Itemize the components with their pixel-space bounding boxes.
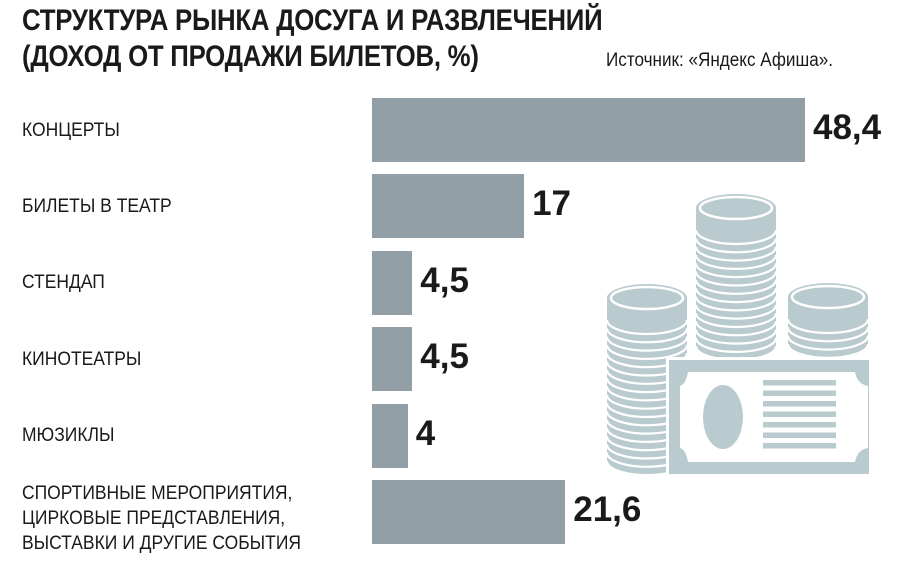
coin-stack-middle-ridge xyxy=(694,246,778,262)
banknote-line xyxy=(763,432,836,438)
bar xyxy=(372,174,525,239)
coin-stack-right-rim xyxy=(790,284,866,310)
coin-stack-middle-ridge xyxy=(694,312,778,329)
bar xyxy=(372,403,408,468)
value-label: 21,6 xyxy=(573,490,642,529)
banknote-portrait xyxy=(703,385,743,449)
banknote-line xyxy=(763,411,836,417)
coin-stack-right-top xyxy=(788,283,868,311)
coin-stack-right-base xyxy=(788,331,868,359)
category-label: СТЕНДАП xyxy=(22,272,105,294)
coin-stack-middle-ridge xyxy=(694,337,778,353)
coin-stack-left-ridge xyxy=(605,344,689,360)
coin-stack-middle-top xyxy=(696,194,776,222)
coin-stack-left-ridge xyxy=(605,336,689,352)
coin-stack-middle-ridge xyxy=(694,304,778,320)
coin-stack-middle-ridge xyxy=(694,229,778,246)
coin-stack-middle-ridge xyxy=(694,254,778,270)
coin-stack-left-rim xyxy=(609,285,685,311)
source-note: Источник: «Яндекс Афиша». xyxy=(606,50,833,71)
value-label: 48,4 xyxy=(813,108,882,147)
value-label: 4 xyxy=(415,413,436,453)
bar xyxy=(372,480,566,544)
bar xyxy=(372,98,805,162)
banknote-line xyxy=(763,401,836,407)
coin-stack-right-ridge xyxy=(786,318,870,335)
coin-stack-middle-base xyxy=(696,331,776,359)
value-label: 4,5 xyxy=(420,337,469,377)
coin-stack-right-ridge xyxy=(786,335,870,351)
value-label: 17 xyxy=(532,184,572,224)
chart-title: СТРУКТУРА РЫНКА ДОСУГА И РАЗВЛЕЧЕНИЙ xyxy=(22,4,603,37)
coin-stack-right-ridge xyxy=(786,327,870,343)
category-label: КИНОТЕАТРЫ xyxy=(22,348,142,370)
value-label: 4,5 xyxy=(420,260,469,300)
banknote-line xyxy=(763,390,836,396)
category-label: СПОРТИВНЫЕ МЕРОПРИЯТИЯ, ЦИРКОВЫЕ ПРЕДСТА… xyxy=(22,482,302,554)
coin-stack-middle-ridge xyxy=(694,263,778,279)
banknote-line xyxy=(763,422,836,428)
category-label: БИЛЕТЫ В ТЕАТР xyxy=(22,195,172,217)
chart-subtitle: (ДОХОД ОТ ПРОДАЖИ БИЛЕТОВ, %) xyxy=(22,40,479,73)
coin-stack-middle-ridge xyxy=(694,296,778,312)
category-label: КОНЦЕРТЫ xyxy=(22,119,120,141)
coin-stack-middle-ridge xyxy=(694,279,778,295)
coin-stack-middle-ridge xyxy=(694,271,778,287)
coin-stack-left-ridge xyxy=(605,319,689,336)
coin-stack-middle-ridge xyxy=(694,329,778,345)
category-label: МЮЗИКЛЫ xyxy=(22,425,115,447)
coin-stack-middle-rim xyxy=(698,195,774,221)
bar xyxy=(372,327,413,392)
coin-stack-middle-ridge xyxy=(694,321,778,337)
banknote-line xyxy=(763,380,836,386)
coin-stack-left-ridge xyxy=(605,328,689,344)
coin-stack-left-top xyxy=(607,284,687,312)
coin-stack-middle-ridge xyxy=(694,238,778,254)
bar xyxy=(372,250,413,315)
coin-stack-middle-ridge xyxy=(694,287,778,304)
banknote-line xyxy=(763,443,836,449)
